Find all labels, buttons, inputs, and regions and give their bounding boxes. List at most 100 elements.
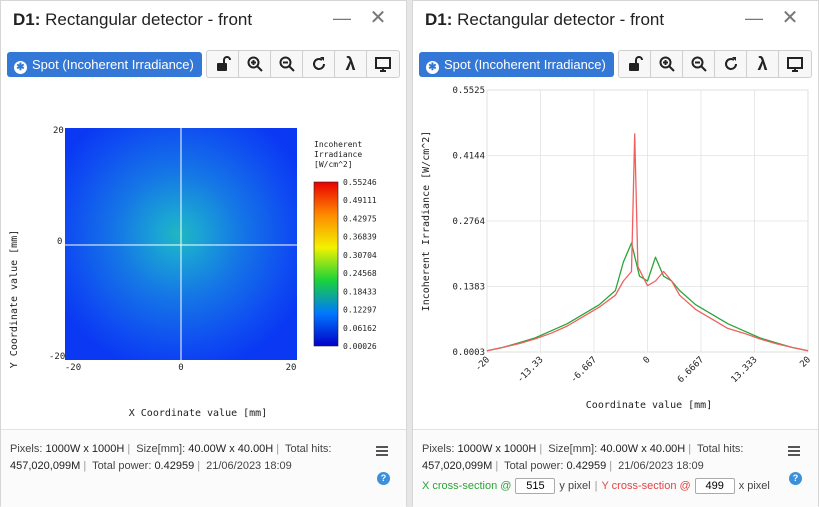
x-section-unit: y pixel xyxy=(559,480,591,492)
y-tick: 0.2764 xyxy=(452,217,485,227)
lock-open-icon[interactable] xyxy=(207,51,239,77)
menu-icon[interactable] xyxy=(788,446,800,456)
x-axis-label: Coordinate value [mm] xyxy=(586,400,712,411)
status-footer: Pixels: 1000W x 1000H | Size[mm]: 40.00W … xyxy=(413,429,818,507)
spot-type-button[interactable]: ✱ Spot (Incoherent Irradiance) xyxy=(419,52,614,77)
x-tick: 13.333 xyxy=(730,355,760,385)
title-text: Rectangular detector - front xyxy=(457,10,665,29)
x-section-input[interactable] xyxy=(515,478,556,494)
zoom-in-icon[interactable] xyxy=(239,51,271,77)
x-axis-label: X Coordinate value [mm] xyxy=(129,408,267,419)
x-tick: -13.33 xyxy=(516,355,546,385)
power-label: Total power: xyxy=(92,460,152,472)
window-title: D1: Rectangular detector - front xyxy=(13,10,252,30)
spot-panel-right: D1: Rectangular detector - front — ✕ ✱ Sp… xyxy=(412,0,819,507)
pixels-label: Pixels: xyxy=(10,443,43,455)
lambda-icon[interactable]: λ xyxy=(335,51,367,77)
x-tick: 0 xyxy=(178,363,183,373)
lambda-icon[interactable]: λ xyxy=(747,51,779,77)
colorbar-tick: 0.06162 xyxy=(343,324,377,333)
colorbar-tick: 0.49111 xyxy=(343,196,377,205)
cross-section-controls: X cross-section @y pixel|Y cross-section… xyxy=(422,478,770,494)
y-section-series-line xyxy=(486,133,809,352)
y-tick: 0.0003 xyxy=(452,348,485,358)
cross-section-svg: -20 -13.33 -6.667 0 6.6667 13.333 200.55250.41… xyxy=(421,86,813,411)
detector-info: Pixels: 1000W x 1000H | Size[mm]: 40.00W … xyxy=(422,443,744,472)
close-icon[interactable]: ✕ xyxy=(369,7,387,29)
zoom-in-icon[interactable] xyxy=(651,51,683,77)
gear-icon: ✱ xyxy=(426,61,439,74)
menu-icon[interactable] xyxy=(376,446,388,456)
colorbar-tick: 0.12297 xyxy=(343,306,377,315)
monitor-icon[interactable] xyxy=(367,51,399,77)
minimize-icon[interactable]: — xyxy=(745,8,763,28)
y-tick: 0 xyxy=(57,237,62,247)
detector-info: Pixels: 1000W x 1000H | Size[mm]: 40.00W … xyxy=(10,443,332,472)
cross-section-plot: -20 -13.33 -6.667 0 6.6667 13.333 20 0.5525 0.41… xyxy=(413,85,818,425)
zoom-out-icon[interactable] xyxy=(271,51,303,77)
pixels-value: 1000W x 1000H xyxy=(457,443,537,455)
spot-type-label: Spot (Incoherent Irradiance) xyxy=(444,57,606,72)
power-value: 0.42959 xyxy=(566,460,607,472)
colorbar-tick: 0.42975 xyxy=(343,214,377,223)
tool-group: λ xyxy=(206,50,400,78)
x-tick: -6.667 xyxy=(569,355,599,385)
x-tick: -20 xyxy=(65,363,81,373)
x-tick: 6.6667 xyxy=(676,355,706,385)
size-value: 40.00W x 40.00H xyxy=(188,443,274,455)
power-value: 0.42959 xyxy=(154,460,195,472)
pixels-label: Pixels: xyxy=(422,443,455,455)
size-label: Size[mm]: xyxy=(548,443,598,455)
spot-diagram-svg: 20 0 -20 -20 0 20 X Coordinate value [mm… xyxy=(9,126,377,419)
window-title: D1: Rectangular detector - front xyxy=(425,10,664,30)
lock-open-icon[interactable] xyxy=(619,51,651,77)
y-tick: 0.4144 xyxy=(452,152,485,162)
status-footer: Pixels: 1000W x 1000H | Size[mm]: 40.00W … xyxy=(1,429,406,507)
close-icon[interactable]: ✕ xyxy=(781,7,799,29)
zoom-out-icon[interactable] xyxy=(683,51,715,77)
size-label: Size[mm]: xyxy=(136,443,186,455)
monitor-icon[interactable] xyxy=(779,51,811,77)
help-icon[interactable]: ? xyxy=(789,472,802,485)
colorbar-tick: 0.24568 xyxy=(343,269,377,278)
y-section-input[interactable] xyxy=(694,478,735,494)
title-text: Rectangular detector - front xyxy=(45,10,253,29)
timestamp: 21/06/2023 18:09 xyxy=(618,460,704,472)
help-icon[interactable]: ? xyxy=(377,472,390,485)
hits-value: 457,020,099M xyxy=(10,460,81,472)
x-tick: 0 xyxy=(642,355,653,366)
y-tick: 20 xyxy=(53,126,64,136)
y-tick: -20 xyxy=(49,352,65,362)
tool-group: λ xyxy=(618,50,812,78)
hits-label: Total hits: xyxy=(284,443,332,455)
gear-icon: ✱ xyxy=(14,61,27,74)
colorbar-title: [W/cm^2] xyxy=(314,160,353,169)
y-tick: 0.5525 xyxy=(452,86,485,96)
title-prefix: D1: xyxy=(13,10,41,29)
colorbar-tick: 0.00026 xyxy=(343,342,377,351)
window-titlebar: D1: Rectangular detector - front — ✕ xyxy=(1,1,406,39)
toolbar: ✱ Spot (Incoherent Irradiance) λ xyxy=(413,47,818,83)
colorbar-tick: 0.36839 xyxy=(343,233,377,242)
x-tick: 20 xyxy=(286,363,297,373)
colorbar xyxy=(313,181,339,347)
y-axis-label: Incoherent Irradiance [W/cm^2] xyxy=(421,131,432,312)
y-section-label: Y cross-section @ xyxy=(601,480,691,492)
refresh-icon[interactable] xyxy=(715,51,747,77)
window-titlebar: D1: Rectangular detector - front — ✕ xyxy=(413,1,818,39)
colorbar-tick: 0.55246 xyxy=(343,178,377,187)
pixels-value: 1000W x 1000H xyxy=(45,443,125,455)
title-prefix: D1: xyxy=(425,10,453,29)
x-section-series-line xyxy=(486,242,809,352)
x-section-label: X cross-section @ xyxy=(422,480,512,492)
minimize-icon[interactable]: — xyxy=(333,8,351,28)
spot-type-button[interactable]: ✱ Spot (Incoherent Irradiance) xyxy=(7,52,202,77)
refresh-icon[interactable] xyxy=(303,51,335,77)
spot-type-label: Spot (Incoherent Irradiance) xyxy=(32,57,194,72)
hits-label: Total hits: xyxy=(696,443,744,455)
colorbar-title: Irradiance xyxy=(314,150,362,159)
x-tick: 20 xyxy=(798,355,813,370)
y-section-unit: x pixel xyxy=(738,480,770,492)
y-axis-label: Y Coordinate value [mm] xyxy=(9,230,20,368)
spot-diagram: 20 0 -20 -20 0 20 X Coordinate value [mm… xyxy=(1,85,406,425)
